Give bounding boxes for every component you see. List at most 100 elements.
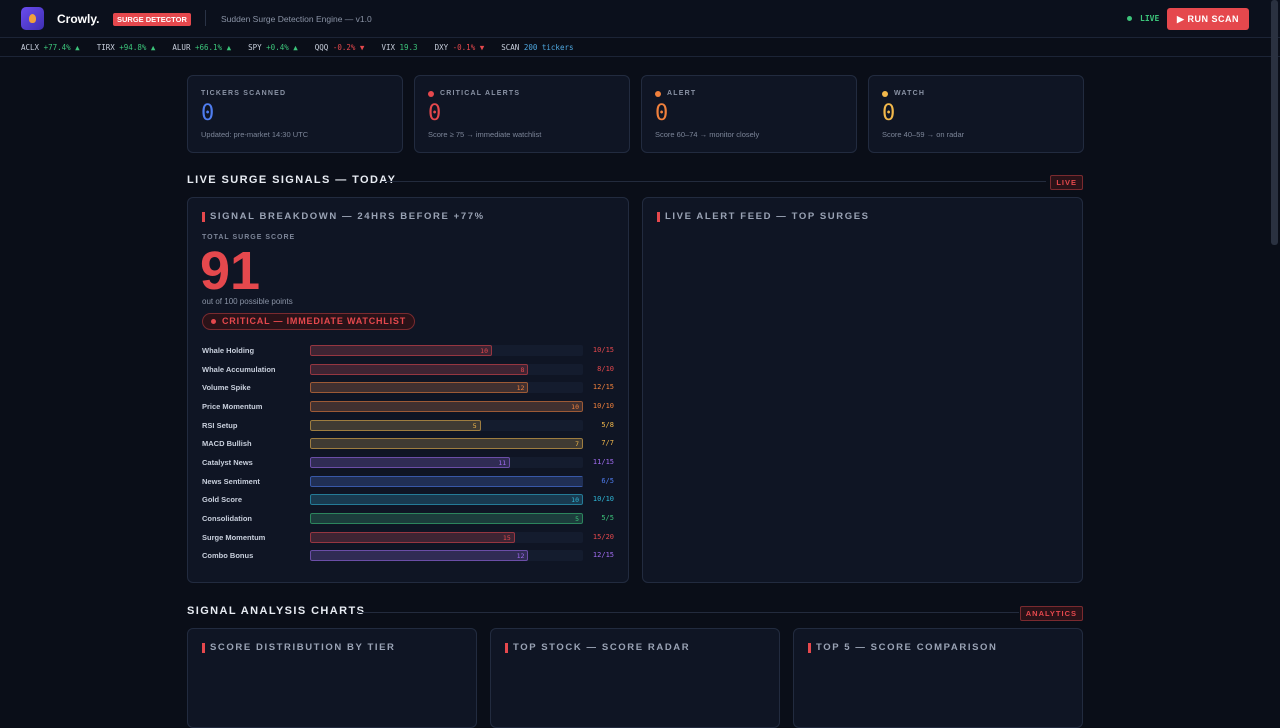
- bar: 10: [310, 400, 583, 412]
- bar: 12: [310, 382, 529, 394]
- score: 91: [200, 241, 261, 301]
- bar-track: 12: [310, 382, 583, 394]
- run-scan-button[interactable]: ▶ RUN SCAN: [1167, 8, 1249, 30]
- ticker-strip: ACLX +77.4% ▲ TIRX +94.8% ▲ ALUR +66.1% ▲ S…: [0, 38, 1280, 57]
- stat-value: 0: [428, 101, 442, 126]
- row-score: 8/10: [597, 364, 614, 373]
- analysis-panel: SCORE DISTRIBUTION BY TIER: [187, 628, 477, 728]
- stat-label: ALERT: [667, 90, 697, 97]
- breakdown-panel: SIGNAL BREAKDOWN — 24HRS BEFORE +77% TOT…: [187, 197, 629, 583]
- bar-track: 15: [310, 531, 583, 543]
- bar-value: 15: [502, 533, 511, 542]
- bar-value: 5: [472, 421, 477, 430]
- tier-badge: CRITICAL — IMMEDIATE WATCHLIST: [202, 313, 415, 330]
- live-indicator: LIVE: [1140, 14, 1160, 23]
- ticker-change: +66.1% ▲: [194, 43, 232, 52]
- section-tag: ANALYTICS: [1019, 606, 1083, 621]
- bar-track: 6: [310, 475, 583, 487]
- bar: 10: [310, 345, 492, 356]
- panel-title: TOP 5 — SCORE COMPARISON: [808, 643, 997, 653]
- ticker-change: 200 tickers: [523, 43, 574, 52]
- bar-track: 10: [310, 400, 583, 412]
- row-score: 7/7: [601, 439, 614, 448]
- stat-dot: [428, 91, 434, 97]
- ticker-change: +94.8% ▲: [119, 43, 156, 52]
- section-title: SIGNAL ANALYSIS CHARTS: [187, 605, 366, 617]
- row-score: 10/10: [592, 401, 614, 410]
- ticker-change: -0.2% ▼: [332, 43, 365, 52]
- panel-title: TOP STOCK — SCORE RADAR: [505, 643, 690, 653]
- stat-note: Score 60–74 → monitor closely: [655, 130, 760, 139]
- row-score: 12/15: [592, 383, 614, 392]
- bar: 11: [310, 456, 511, 468]
- ticker-symbol: VIX: [381, 43, 395, 52]
- bar-track: 10: [310, 345, 583, 356]
- ticker-item: SCAN 200 tickers: [501, 38, 573, 57]
- ticker-item: SPY +0.4% ▲: [248, 38, 298, 57]
- ticker-item: QQQ -0.2% ▼: [315, 38, 365, 57]
- section-tag: LIVE: [1050, 175, 1083, 190]
- stat-dot: [655, 91, 661, 97]
- ticker-change: +77.4% ▲: [43, 43, 80, 52]
- bar: 15: [310, 531, 515, 543]
- bar: 7: [310, 438, 583, 450]
- stat-card: TICKERS SCANNED 0 Updated: pre-market 14:3…: [187, 75, 403, 153]
- row-score: 5/8: [601, 420, 614, 429]
- row-score: 12/15: [592, 551, 614, 560]
- row-name: Whale Holding: [202, 346, 255, 355]
- feed-panel: LIVE ALERT FEED — TOP SURGES: [642, 197, 1083, 583]
- row-name: Price Momentum: [202, 401, 263, 411]
- section-header: LIVE SURGE SIGNALS — TODAY LIVE: [187, 174, 1083, 190]
- bar-track: 5: [310, 419, 583, 431]
- row-name: Gold Score: [202, 495, 243, 505]
- bar-value: 10: [571, 402, 579, 411]
- ticker-item: ALUR +66.1% ▲: [172, 38, 231, 57]
- ticker-change: +0.4% ▲: [266, 43, 298, 52]
- ticker-item: DXY -0.1% ▼: [435, 38, 485, 57]
- bar-value: 5: [575, 514, 579, 523]
- bar-value: 12: [516, 552, 525, 561]
- stat-value: 0: [655, 101, 669, 126]
- bar-value: 8: [520, 365, 525, 374]
- ticker-symbol: QQQ: [314, 43, 329, 52]
- bar-value: 10: [480, 347, 488, 355]
- bar-value: 11: [498, 458, 507, 467]
- bar: 10: [310, 494, 583, 506]
- stat-card: ALERT 0 Score 60–74 → monitor closely: [641, 75, 857, 153]
- stat-value: 0: [201, 101, 215, 126]
- stat-card: WATCH 0 Score 40–59 → on radar: [868, 75, 1084, 153]
- bar-track: 8: [310, 363, 583, 375]
- badge: SURGE DETECTOR: [113, 13, 191, 26]
- panel-title: LIVE ALERT FEED — TOP SURGES: [657, 212, 870, 222]
- row-name: Whale Accumulation: [202, 364, 276, 374]
- stat-label: TICKERS SCANNED: [201, 90, 287, 97]
- ticker-symbol: TIRX: [96, 43, 115, 52]
- row-score: 15/20: [592, 532, 614, 541]
- row-name: Surge Momentum: [202, 532, 266, 542]
- stat-value: 0: [882, 101, 896, 126]
- score-label: TOTAL SURGE SCORE: [202, 234, 296, 241]
- row-score: 10/15: [592, 346, 614, 354]
- panel-title: SIGNAL BREAKDOWN — 24HRS BEFORE +77%: [202, 212, 485, 222]
- stat-dot: [882, 91, 888, 97]
- bar-track: 10: [310, 494, 583, 506]
- ticker-change: -0.1% ▼: [452, 43, 485, 52]
- row-name: News Sentiment: [202, 476, 260, 486]
- row-name: RSI Setup: [202, 420, 238, 430]
- bar: 12: [310, 550, 529, 562]
- bar: 5: [310, 419, 481, 431]
- logo[interactable]: [21, 7, 44, 30]
- bar: 6: [310, 475, 583, 487]
- bar-value: 12: [516, 384, 525, 393]
- stat-note: Score 40–59 → on radar: [882, 130, 965, 139]
- row-score: 10/10: [592, 495, 614, 504]
- bar: 5: [310, 512, 583, 524]
- scrollbar[interactable]: [1271, 0, 1278, 245]
- section-title: LIVE SURGE SIGNALS — TODAY: [187, 174, 397, 186]
- row-name: MACD Bullish: [202, 439, 252, 449]
- row-name: Combo Bonus: [202, 551, 254, 561]
- header: Crowly. SURGE DETECTOR Sudden Surge Dete…: [0, 0, 1280, 38]
- tier-text: CRITICAL — IMMEDIATE WATCHLIST: [222, 316, 406, 326]
- row-name: Volume Spike: [202, 383, 251, 393]
